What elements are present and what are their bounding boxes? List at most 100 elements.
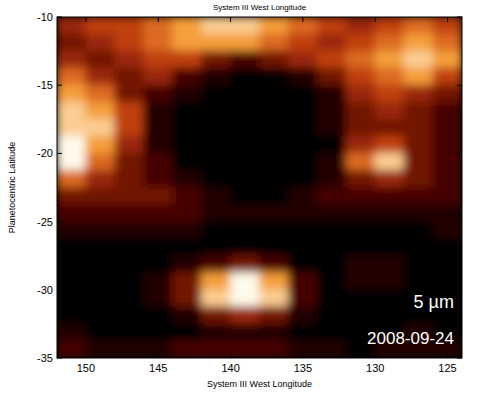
cell (114, 187, 144, 205)
cell (375, 153, 405, 171)
cell (404, 119, 434, 137)
cell (85, 187, 115, 205)
cell (317, 153, 347, 171)
cell (404, 51, 434, 69)
cell (85, 34, 115, 52)
cell (259, 136, 289, 154)
cell (172, 68, 202, 86)
cell (346, 238, 376, 256)
cell (143, 153, 173, 171)
cell (433, 221, 462, 239)
cell (201, 119, 231, 137)
cell (317, 289, 347, 307)
cell (433, 170, 462, 188)
cell (375, 272, 405, 290)
cell (433, 102, 462, 120)
cell (114, 34, 144, 52)
cell (404, 170, 434, 188)
cell (201, 102, 231, 120)
cell (375, 170, 405, 188)
cell (259, 272, 289, 290)
y-tick (57, 358, 62, 359)
cell (230, 153, 260, 171)
cell (317, 323, 347, 341)
cell (201, 153, 231, 171)
cell (85, 51, 115, 69)
cell (346, 102, 376, 120)
cell (57, 85, 86, 103)
cell (114, 255, 144, 273)
cell (433, 119, 462, 137)
cell (201, 68, 231, 86)
cell (230, 34, 260, 52)
cell (114, 51, 144, 69)
y-tick (57, 221, 62, 222)
cell (433, 153, 462, 171)
cell (230, 51, 260, 69)
cell (230, 170, 260, 188)
cell (114, 272, 144, 290)
cell (288, 68, 318, 86)
cell (433, 272, 462, 290)
cell (433, 51, 462, 69)
x-tick (302, 353, 303, 358)
cell (375, 238, 405, 256)
cell (143, 289, 173, 307)
cell (288, 187, 318, 205)
cell (259, 238, 289, 256)
cell (433, 85, 462, 103)
cell (57, 187, 86, 205)
cell (259, 289, 289, 307)
cell (404, 221, 434, 239)
x-tick (375, 17, 376, 22)
cell (346, 153, 376, 171)
cell (375, 136, 405, 154)
y-tick-label: -30 (37, 284, 53, 296)
cell (143, 272, 173, 290)
cell (143, 17, 173, 35)
cell (172, 17, 202, 35)
cell (230, 119, 260, 137)
cell (201, 51, 231, 69)
cell (201, 136, 231, 154)
cell (143, 340, 173, 358)
y-axis-title: Planetocentric Latitude (7, 142, 17, 234)
cell (57, 289, 86, 307)
cell (172, 289, 202, 307)
cell (346, 170, 376, 188)
x-tick (230, 17, 231, 22)
annotation: 5 µm (414, 292, 454, 312)
cell (85, 119, 115, 137)
cell (259, 102, 289, 120)
cell (201, 238, 231, 256)
cell (201, 187, 231, 205)
cell (346, 255, 376, 273)
y-tick-label: -15 (37, 79, 53, 91)
cell (375, 85, 405, 103)
cell (57, 68, 86, 86)
cell (114, 204, 144, 222)
cell (201, 255, 231, 273)
cell (114, 119, 144, 137)
cell (201, 340, 231, 358)
cell (288, 255, 318, 273)
cell (404, 272, 434, 290)
y-tick (57, 289, 62, 290)
cell (230, 85, 260, 103)
cell (85, 272, 115, 290)
y-tick (457, 289, 462, 290)
cell (259, 119, 289, 137)
cell (114, 289, 144, 307)
cell (143, 306, 173, 324)
cell (375, 68, 405, 86)
cell (404, 102, 434, 120)
cell (57, 306, 86, 324)
cell (201, 306, 231, 324)
cell (317, 306, 347, 324)
cell (85, 238, 115, 256)
title: System III West Longitude (213, 3, 307, 12)
cell (288, 17, 318, 35)
cell (288, 306, 318, 324)
cell (85, 170, 115, 188)
cell (433, 255, 462, 273)
